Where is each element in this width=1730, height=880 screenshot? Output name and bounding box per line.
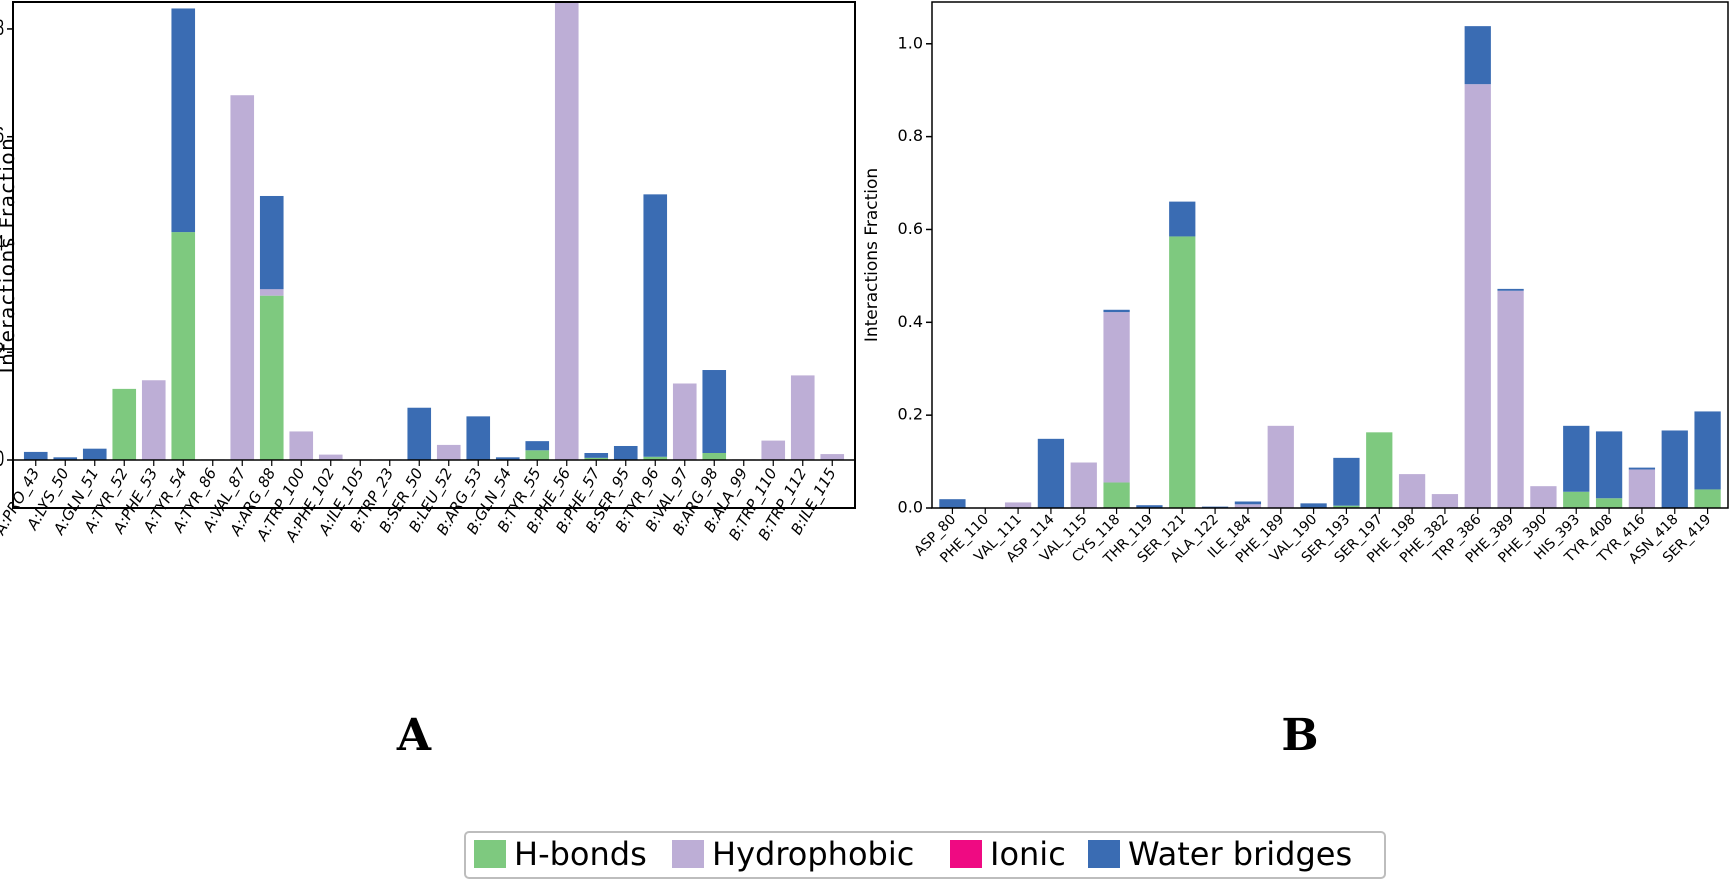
- bar-ser-419-h-bonds: [1694, 489, 1721, 508]
- bar-ile-184-water-bridges: [1234, 501, 1262, 505]
- y-tick-label: 0.8: [898, 126, 923, 145]
- legend-swatch-hydrophobic: [672, 840, 704, 868]
- bar-a-tyr-54-water-bridges: [171, 8, 196, 233]
- bar-b-tyr-96-h-bonds: [643, 456, 668, 460]
- bar-b-arg-53-water-bridges: [466, 416, 491, 460]
- bar-trp-386-hydrophobic: [1464, 84, 1491, 509]
- bar-asp-114-water-bridges: [1037, 438, 1065, 508]
- panel-b-bars: [939, 26, 1721, 509]
- bar-ser-121-h-bonds: [1169, 236, 1196, 508]
- legend-label-hydrophobic: Hydrophobic: [712, 835, 914, 873]
- bar-a-trp-100-hydrophobic: [289, 431, 314, 460]
- bar-b-phe-56-hydrophobic: [554, 2, 579, 460]
- legend-swatch-water-bridges: [1088, 840, 1120, 868]
- bar-b-phe-57-h-bonds: [584, 457, 609, 460]
- bar-b-arg-98-water-bridges: [702, 370, 727, 453]
- bar-phe-389-water-bridges: [1497, 288, 1524, 291]
- bar-b-trp-110-hydrophobic: [761, 440, 786, 460]
- bar-val-190-water-bridges: [1300, 503, 1327, 508]
- bar-a-val-87-hydrophobic: [230, 95, 255, 460]
- bar-ser-193-water-bridges: [1333, 457, 1360, 506]
- bar-b-val-97-hydrophobic: [672, 383, 697, 460]
- panel-b-frame: [931, 1, 1729, 509]
- bar-phe-382-hydrophobic: [1431, 494, 1459, 508]
- y-tick-label: 0.0: [0, 447, 4, 471]
- y-tick-label: 0.2: [898, 405, 923, 424]
- bar-phe-389-hydrophobic: [1497, 290, 1524, 508]
- panel-a-frame: [12, 1, 856, 509]
- bar-a-gln-51-water-bridges: [82, 448, 107, 460]
- bar-b-leu-52-hydrophobic: [436, 444, 461, 460]
- bar-b-phe-57-water-bridges: [584, 453, 609, 458]
- bar-a-tyr-52-h-bonds: [112, 388, 137, 460]
- bar-his-393-water-bridges: [1563, 425, 1590, 492]
- bar-ser-193-h-bonds: [1333, 505, 1360, 508]
- legend-swatch-hbonds: [474, 840, 506, 868]
- panel-a-letter: A: [396, 710, 432, 761]
- bar-phe-390-hydrophobic: [1530, 486, 1557, 508]
- bar-ser-197-h-bonds: [1366, 432, 1393, 508]
- bar-thr-119-water-bridges: [1136, 505, 1163, 508]
- y-tick-label: 0.6: [898, 219, 923, 238]
- panel-a-ylabel: Interactions Fraction: [0, 137, 19, 374]
- bar-ser-419-water-bridges: [1694, 411, 1721, 490]
- y-tick-label: 0.4: [898, 312, 923, 331]
- bar-b-arg-98-h-bonds: [702, 453, 727, 460]
- bar-asp-80-water-bridges: [939, 499, 966, 508]
- bar-b-ser-50-water-bridges: [407, 407, 432, 460]
- bar-b-tyr-96-water-bridges: [643, 194, 668, 457]
- y-tick-label: 0.0: [898, 498, 923, 517]
- bar-phe-189-hydrophobic: [1267, 425, 1294, 508]
- bar-b-ile-115-hydrophobic: [820, 454, 845, 460]
- y-tick-label: 1.0: [898, 33, 923, 52]
- bar-tyr-416-hydrophobic: [1628, 469, 1656, 508]
- bar-tyr-408-h-bonds: [1595, 498, 1623, 508]
- y-tick-label: 0.4: [0, 232, 4, 256]
- bar-b-tyr-55-water-bridges: [525, 441, 550, 451]
- y-tick-label: 0.2: [0, 340, 4, 364]
- panel-a-chart: 0.0 0.2 0.4 0.6 0.8 A:PRO_43A:LYS_50A:GLN_51…: [0, 1, 856, 761]
- bar-a-phe-53-hydrophobic: [141, 380, 166, 460]
- bar-b-ser-95-water-bridges: [613, 445, 638, 460]
- panel-b-x-axis: ASP_80PHE_110VAL_111ASP_114VAL_115CYS_11…: [911, 508, 1714, 568]
- legend-label-water-bridges: Water bridges: [1128, 835, 1352, 873]
- bar-b-gln-54-water-bridges: [495, 457, 520, 460]
- panel-b-letter: B: [1281, 710, 1318, 761]
- bar-b-trp-112-hydrophobic: [790, 375, 815, 460]
- bar-val-111-hydrophobic: [1004, 502, 1032, 508]
- bar-asn-418-water-bridges: [1661, 430, 1688, 508]
- legend-label-ionic: Ionic: [990, 835, 1066, 873]
- bar-cys-118-hydrophobic: [1103, 312, 1130, 483]
- panel-a-bars: [13, 2, 855, 461]
- legend: H-bonds Hydrophobic Ionic Water bridges: [464, 831, 1386, 879]
- bar-ser-121-water-bridges: [1169, 201, 1196, 237]
- bar-a-arg-88-water-bridges: [259, 195, 284, 290]
- bar-his-393-h-bonds: [1563, 491, 1590, 508]
- legend-label-hbonds: H-bonds: [514, 835, 647, 873]
- bar-trp-386-water-bridges: [1464, 26, 1491, 85]
- bar-a-phe-102-hydrophobic: [318, 454, 343, 460]
- bar-a-pro-43-water-bridges: [23, 451, 48, 460]
- bar-phe-198-hydrophobic: [1398, 474, 1426, 508]
- bar-ile-184-hydrophobic: [1234, 504, 1262, 508]
- y-tick-label: 0.6: [0, 124, 4, 148]
- bar-a-arg-88-h-bonds: [259, 295, 284, 460]
- bar-val-115-hydrophobic: [1070, 462, 1097, 508]
- bar-cys-118-h-bonds: [1103, 482, 1130, 508]
- panel-b-y-axis: 0.0 0.2 0.4 0.6 0.8 1.0: [898, 33, 932, 517]
- bar-cys-118-water-bridges: [1103, 309, 1130, 313]
- panel-a-x-axis: A:PRO_43A:LYS_50A:GLN_51A:TYR_52A:PHE_53…: [0, 460, 841, 546]
- legend-swatch-ionic: [950, 840, 982, 868]
- bar-a-arg-88-hydrophobic: [259, 289, 284, 296]
- bar-a-tyr-54-h-bonds: [171, 232, 196, 460]
- bar-a-lys-50-water-bridges: [53, 457, 78, 460]
- bar-tyr-416-water-bridges: [1628, 467, 1656, 470]
- panel-b-chart: 0.0 0.2 0.4 0.6 0.8 1.0 ASP_80PHE_110VAL_111A…: [862, 1, 1729, 761]
- panel-b-ylabel: Interactions Fraction: [862, 168, 882, 342]
- y-tick-label: 0.8: [0, 16, 4, 40]
- bar-tyr-408-water-bridges: [1595, 431, 1623, 499]
- bar-b-tyr-55-h-bonds: [525, 450, 550, 460]
